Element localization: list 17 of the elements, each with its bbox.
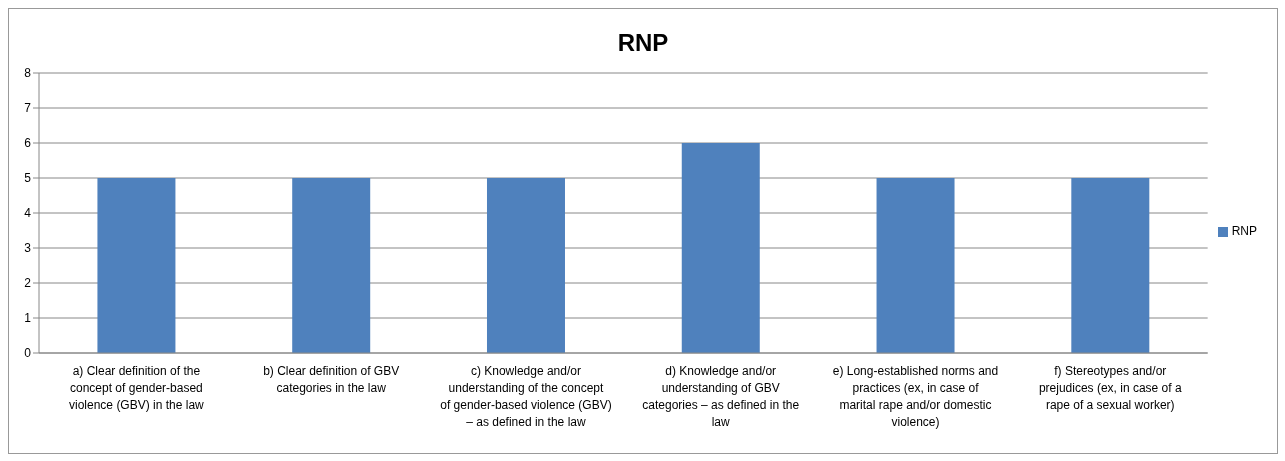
x-tick-label: a) Clear definition of the concept of gender-based violence (GBV) in the law [69, 364, 205, 412]
legend-label: RNP [1231, 224, 1257, 238]
y-tick-label: 1 [24, 311, 32, 326]
y-tick-label: 5 [24, 171, 32, 186]
x-tick-label: c) Knowledge and/or understanding of the concept of gender-based violence (GBV) – as defined in the law [440, 364, 612, 429]
x-tick-label: e) Long-established norms and practices (ex, in case of marital rape and/or domestic violence) [832, 364, 999, 429]
x-tick-label: b) Clear definition of GBV categories in the law [263, 364, 400, 395]
x-tick-label: d) Knowledge and/or understanding of GBV categories – as defined in the law [642, 364, 800, 429]
y-tick-label: 2 [24, 276, 32, 291]
chart-title: RNP [616, 29, 670, 57]
y-tick-label: 3 [24, 241, 32, 256]
y-tick-label: 0 [24, 346, 32, 361]
y-tick-label: 8 [24, 66, 32, 81]
x-tick-label: f) Stereotypes and/or prejudices (ex, in case of a rape of a sexual worker) [1038, 364, 1182, 412]
y-tick-label: 4 [24, 206, 32, 221]
y-tick-label: 7 [24, 101, 32, 116]
y-tick-label: 6 [24, 136, 32, 151]
